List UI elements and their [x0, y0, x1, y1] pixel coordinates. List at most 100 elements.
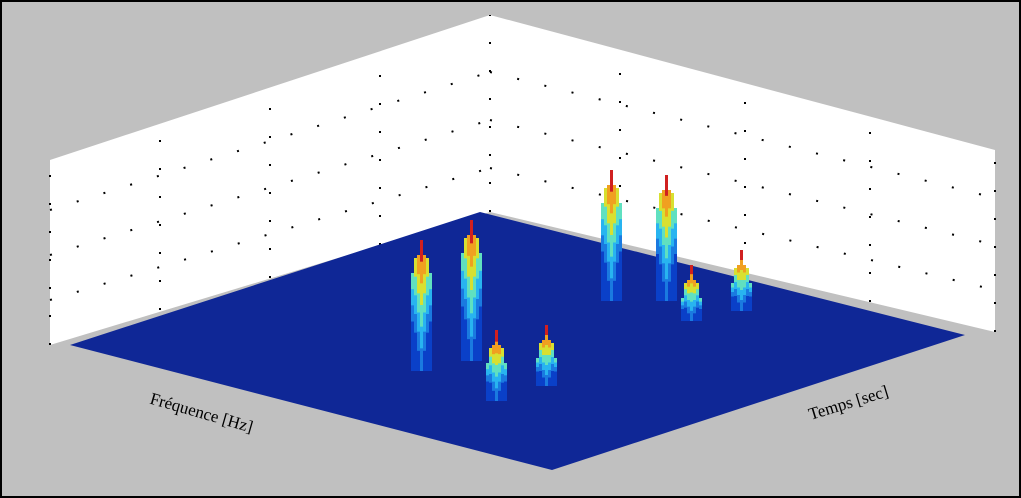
- peak-segment: [737, 280, 740, 289]
- peak-segment: [501, 356, 504, 367]
- peak-segment: [536, 358, 539, 364]
- peak-segment: [545, 325, 548, 336]
- peak-segment: [461, 342, 464, 361]
- peak-segment: [501, 348, 504, 358]
- peak-segment: [464, 258, 467, 280]
- peak-segment: [604, 225, 607, 245]
- peak-segment: [414, 295, 417, 315]
- peak-segment: [464, 238, 467, 260]
- peak-segment: [489, 348, 492, 358]
- peak-segment: [674, 223, 677, 240]
- peak-segment: [681, 301, 684, 307]
- peak-segment: [687, 280, 690, 288]
- peak-segment: [684, 301, 687, 309]
- peak-segment: [740, 290, 743, 301]
- peak-segment: [731, 292, 734, 298]
- peak-segment: [542, 355, 545, 364]
- peak-segment: [662, 226, 665, 246]
- peak-segment: [690, 265, 693, 276]
- peak-segment: [554, 376, 557, 382]
- peak-segment: [684, 283, 687, 291]
- peak-segment: [470, 290, 473, 315]
- peak-segment: [734, 275, 737, 283]
- peak-segment: [554, 367, 557, 373]
- peak-segment: [662, 245, 665, 265]
- peak-segment: [501, 382, 504, 393]
- peak-segment: [743, 295, 746, 304]
- peak-segment: [473, 318, 476, 341]
- peak-segment: [492, 372, 495, 383]
- peak-segment: [613, 204, 616, 225]
- peak-segment: [607, 261, 610, 282]
- peak-segment: [604, 262, 607, 283]
- peak-segment: [740, 280, 743, 291]
- peak-segment: [684, 289, 687, 297]
- peak-segment: [671, 193, 674, 212]
- peak-segment: [486, 393, 489, 401]
- peak-segment: [423, 255, 426, 276]
- peak-segment: [610, 235, 613, 258]
- peak-segment: [470, 266, 473, 291]
- peak-segment: [671, 246, 674, 266]
- peak-segment: [420, 305, 423, 328]
- peak-segment: [674, 238, 677, 255]
- peak-segment: [671, 264, 674, 284]
- peak-segment: [536, 362, 539, 368]
- peak-segment: [749, 292, 752, 298]
- peak-segment: [423, 312, 426, 333]
- surface-floor: [70, 212, 965, 470]
- peak-segment: [746, 303, 749, 311]
- peak-segment: [486, 381, 489, 389]
- peak-segment: [665, 258, 668, 281]
- peak-segment: [668, 226, 671, 246]
- peak-segment: [542, 370, 545, 379]
- peak-segment: [470, 313, 473, 338]
- peak-segment: [473, 297, 476, 320]
- peak-segment: [548, 355, 551, 364]
- peak-segment: [501, 374, 504, 384]
- peak-segment: [693, 293, 696, 301]
- peak-segment: [504, 369, 507, 377]
- peak-segment: [461, 306, 464, 326]
- peak-segment: [420, 283, 423, 306]
- peak-segment: [607, 242, 610, 263]
- peak-segment: [662, 263, 665, 283]
- peak-segment: [498, 381, 501, 392]
- peak-segment: [486, 363, 489, 371]
- peak-segment: [613, 242, 616, 263]
- peak-segment: [473, 235, 476, 257]
- peak-segment: [743, 302, 746, 311]
- peak-segment: [411, 321, 414, 339]
- peak-segment: [696, 313, 699, 321]
- peak-segment: [659, 193, 662, 212]
- peak-segment: [681, 309, 684, 314]
- peak-segment: [426, 276, 429, 297]
- peak-segment: [417, 350, 420, 371]
- peak-segment: [411, 273, 414, 291]
- peak-segment: [671, 228, 674, 248]
- peak-segment: [486, 369, 489, 377]
- peak-segment: [489, 374, 492, 384]
- peak-segment: [743, 280, 746, 289]
- peak-segment: [489, 356, 492, 367]
- peak-segment: [671, 282, 674, 301]
- peak-segment: [610, 170, 613, 193]
- peak-segment: [548, 377, 551, 386]
- peak-segment: [616, 244, 619, 264]
- peak-segment: [687, 300, 690, 308]
- left-wall: [50, 15, 490, 345]
- peak-segment: [656, 208, 659, 225]
- peak-segment: [486, 375, 489, 383]
- peak-segment: [545, 345, 548, 356]
- peak-segment: [479, 288, 482, 308]
- peak-segment: [498, 363, 501, 374]
- peak-segment: [601, 203, 604, 221]
- peak-segment: [429, 289, 432, 307]
- peak-segment: [548, 347, 551, 356]
- peak-segment: [684, 295, 687, 303]
- peak-segment: [693, 280, 696, 288]
- peak-segment: [737, 287, 740, 296]
- peak-segment: [668, 190, 671, 210]
- peak-segment: [423, 350, 426, 371]
- peak-segment: [734, 289, 737, 297]
